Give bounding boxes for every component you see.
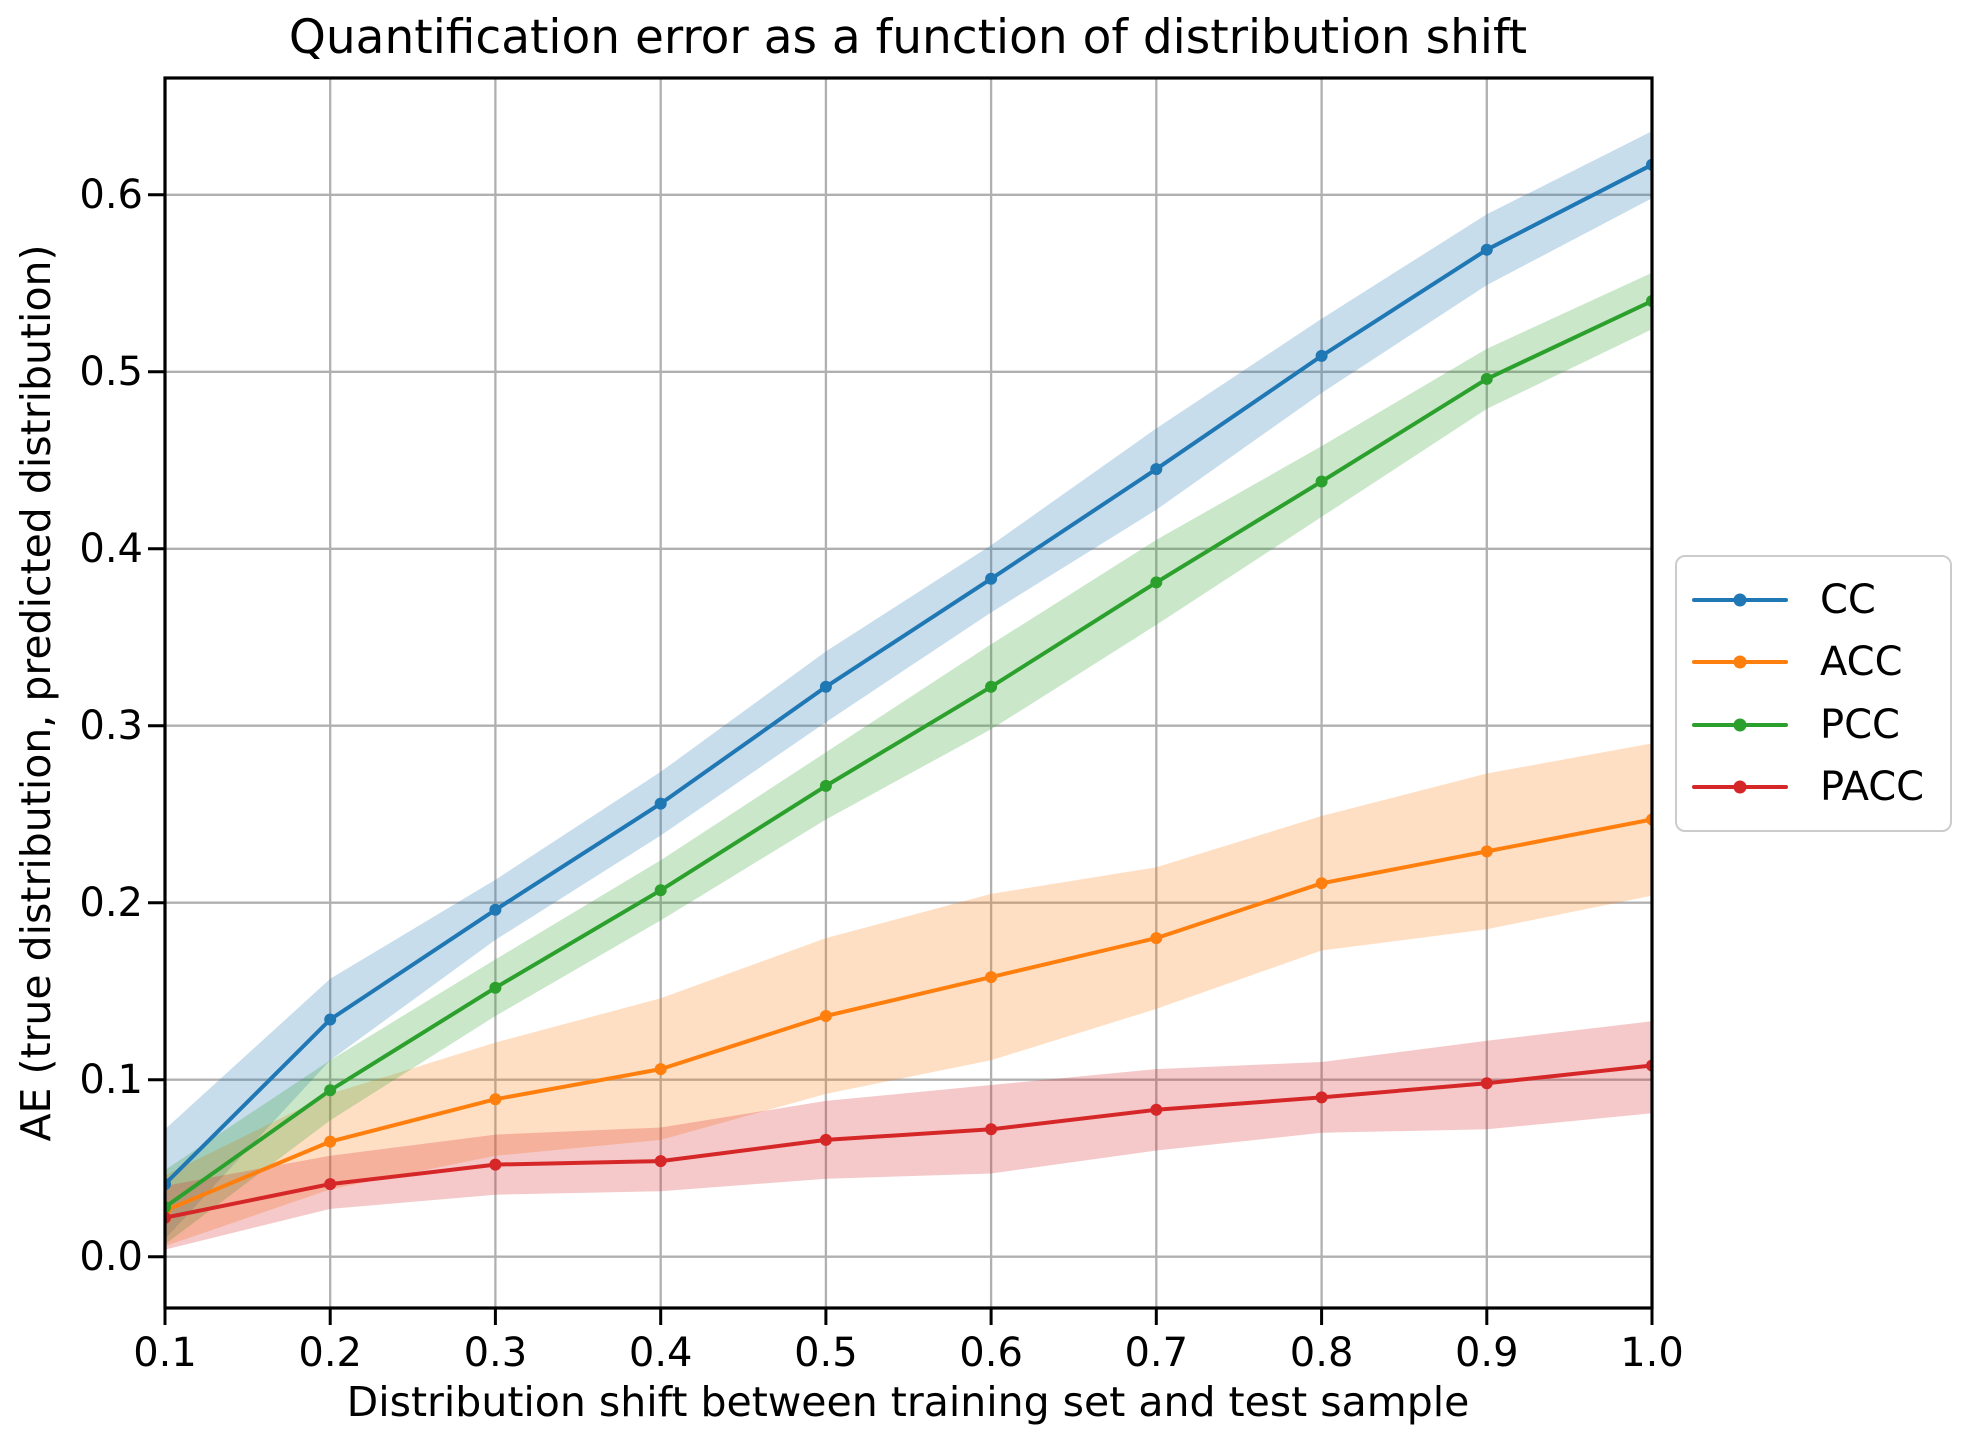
data-point-PCC: [985, 680, 998, 693]
y-tick-label: 0.4: [79, 525, 143, 572]
y-tick-label: 0.3: [79, 702, 143, 749]
data-point-CC: [1315, 349, 1328, 362]
x-tick-label: 0.2: [298, 1330, 362, 1376]
legend-handle-CC: [1692, 593, 1788, 607]
confidence-band-CC: [165, 131, 1652, 1240]
data-point-ACC: [324, 1135, 337, 1148]
data-point-PCC: [1315, 475, 1328, 488]
data-point-CC: [985, 572, 998, 585]
data-point-PCC: [489, 981, 502, 994]
legend-label-PACC: PACC: [1820, 763, 1925, 810]
series-line-PACC: [165, 1063, 1652, 1220]
x-tick-label: 0.5: [794, 1330, 858, 1376]
legend-handle-ACC: [1692, 655, 1788, 669]
data-point-CC: [819, 680, 832, 693]
axes-spines: [163, 76, 1654, 1310]
data-point-ACC: [819, 1010, 832, 1022]
y-axis-label: AE (true distribution, predicted distrib…: [12, 244, 60, 1142]
data-point-CC: [1150, 463, 1163, 476]
x-tick-label: 0.6: [959, 1330, 1023, 1376]
data-point-PACC: [985, 1123, 998, 1136]
data-point-PCC: [1150, 576, 1163, 589]
y-tick-label: 0.6: [79, 171, 143, 218]
x-tick-label: 1.0: [1620, 1330, 1684, 1376]
data-point-PCC: [324, 1084, 337, 1097]
data-point-PACC: [489, 1158, 502, 1171]
data-point-CC: [1480, 243, 1493, 256]
data-point-ACC: [654, 1063, 667, 1076]
y-tick-label: 0.0: [79, 1233, 143, 1280]
legend-entry-CC: CC: [1692, 577, 1950, 623]
data-point-PCC: [654, 884, 667, 897]
x-tick-label: 0.8: [1289, 1330, 1354, 1376]
x-axis-label: Distribution shift between training set …: [346, 1378, 1470, 1426]
legend-handle-PACC: [1692, 780, 1788, 794]
legend-entry-PCC: PCC: [1692, 701, 1950, 748]
data-point-PACC: [324, 1178, 337, 1191]
y-tick-label: 0.5: [79, 348, 143, 395]
data-point-ACC: [489, 1093, 502, 1106]
series-line-PCC: [165, 299, 1652, 1210]
data-point-PCC: [819, 779, 832, 792]
legend-label-PCC: PCC: [1820, 701, 1900, 748]
legend-handle-PCC: [1692, 718, 1788, 732]
data-point-PACC: [654, 1155, 667, 1168]
data-point-CC: [654, 797, 667, 810]
data-point-PCC: [1480, 372, 1493, 385]
legend-label-CC: CC: [1820, 577, 1876, 623]
data-point-PACC: [1150, 1103, 1163, 1116]
legend-entry-PACC: PACC: [1692, 763, 1950, 810]
x-tick-label: 0.9: [1454, 1330, 1519, 1376]
x-tick-label: 0.4: [628, 1330, 693, 1376]
data-point-ACC: [985, 971, 998, 984]
series-line-CC: [165, 162, 1652, 1187]
data-point-CC: [324, 1013, 337, 1026]
legend: CC ACC PCC PACC: [1675, 555, 1952, 832]
y-tick-label: 0.2: [79, 879, 143, 926]
chart-title: Quantification error as a function of di…: [288, 10, 1528, 65]
legend-entry-ACC: ACC: [1692, 639, 1950, 686]
data-point-ACC: [1480, 845, 1493, 858]
y-tick-label: 0.1: [79, 1056, 143, 1103]
confidence-band-PCC: [165, 272, 1652, 1245]
series-line-ACC: [165, 817, 1652, 1213]
x-tick-label: 0.3: [463, 1330, 528, 1376]
data-point-PACC: [819, 1133, 832, 1146]
data-point-ACC: [1315, 877, 1328, 890]
legend-label-ACC: ACC: [1820, 639, 1903, 686]
data-point-ACC: [1150, 932, 1163, 945]
data-point-CC: [489, 903, 502, 916]
data-point-PACC: [1480, 1077, 1493, 1090]
x-tick-label: 0.7: [1124, 1330, 1189, 1376]
x-tick-label: 0.1: [133, 1330, 197, 1376]
data-point-PACC: [1315, 1091, 1328, 1104]
